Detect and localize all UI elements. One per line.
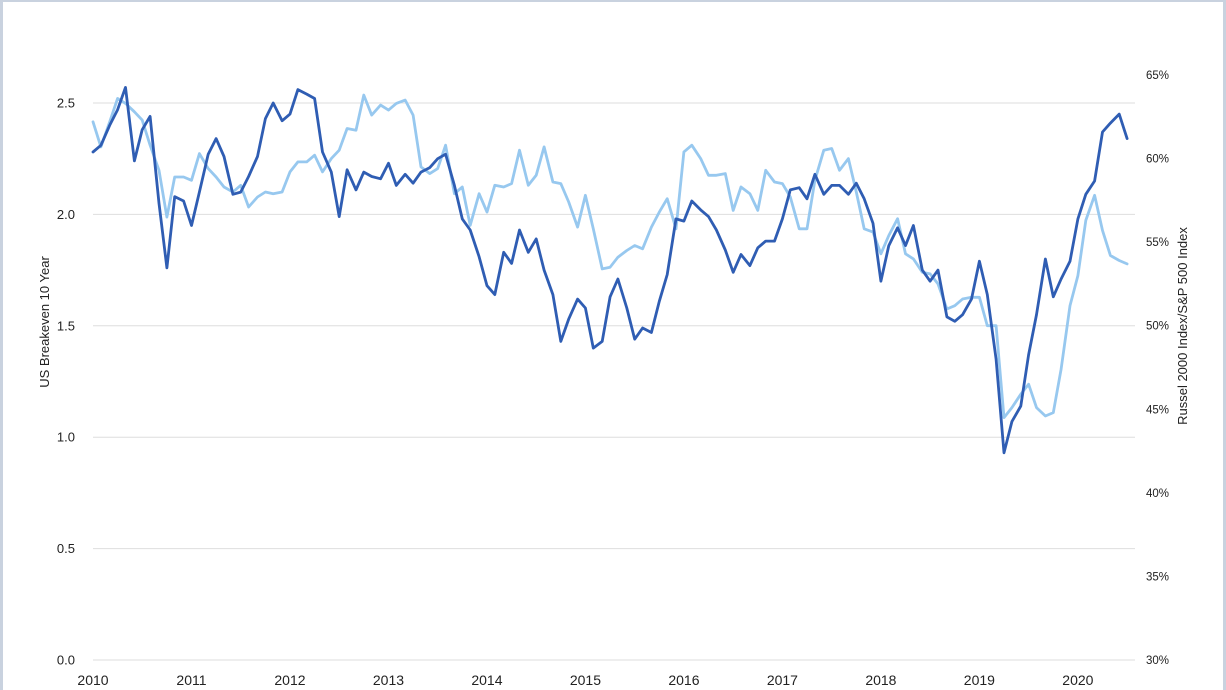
right-tick-label: 50% xyxy=(1146,321,1169,333)
right-tick-label: 60% xyxy=(1146,154,1169,166)
x-tick-label: 2010 xyxy=(77,672,108,688)
right-tick-label: 40% xyxy=(1146,488,1169,500)
left-tick-label: 0.5 xyxy=(57,541,75,556)
left-axis-ticks: 0.0 0.5 1.0 1.5 2.0 2.5 xyxy=(57,96,75,668)
right-tick-label: 30% xyxy=(1146,655,1169,667)
left-tick-label: 1.5 xyxy=(57,318,75,333)
x-tick-label: 2016 xyxy=(668,672,699,688)
x-tick-label: 2011 xyxy=(176,672,206,688)
x-tick-label: 2014 xyxy=(471,672,502,688)
left-tick-label: 2.5 xyxy=(57,96,75,111)
series-line-us-breakeven-10y xyxy=(91,86,1129,455)
x-tick-label: 2013 xyxy=(373,672,404,688)
left-tick-label: 2.0 xyxy=(57,207,75,222)
right-tick-label: 55% xyxy=(1146,237,1169,249)
gridlines xyxy=(93,102,1135,661)
right-tick-label: 65% xyxy=(1146,70,1169,82)
left-tick-label: 1.0 xyxy=(57,430,75,445)
x-tick-label: 2019 xyxy=(964,672,995,688)
x-tick-label: 2015 xyxy=(570,672,601,688)
x-tick-label: 2012 xyxy=(274,672,305,688)
right-axis-title: Russel 2000 Index/S&P 500 Index xyxy=(1175,227,1190,425)
right-tick-label: 45% xyxy=(1146,404,1169,416)
right-tick-label: 35% xyxy=(1146,571,1169,583)
series-lines xyxy=(91,86,1129,455)
left-axis-title: US Breakeven 10 Year xyxy=(37,256,52,388)
x-tick-label: 2018 xyxy=(865,672,896,688)
left-tick-label: 0.0 xyxy=(57,653,75,668)
x-tick-label: 2020 xyxy=(1062,672,1093,688)
x-axis-ticks: 2010 2011 2012 2013 2014 2015 2016 2017 2018 2019… xyxy=(77,672,1093,688)
right-axis-ticks: 30% 35% 40% 45% 50% 55% 60% 65% xyxy=(1146,70,1169,667)
series-line-russell-sp500-ratio xyxy=(91,93,1129,420)
x-tick-label: 2017 xyxy=(767,672,798,688)
